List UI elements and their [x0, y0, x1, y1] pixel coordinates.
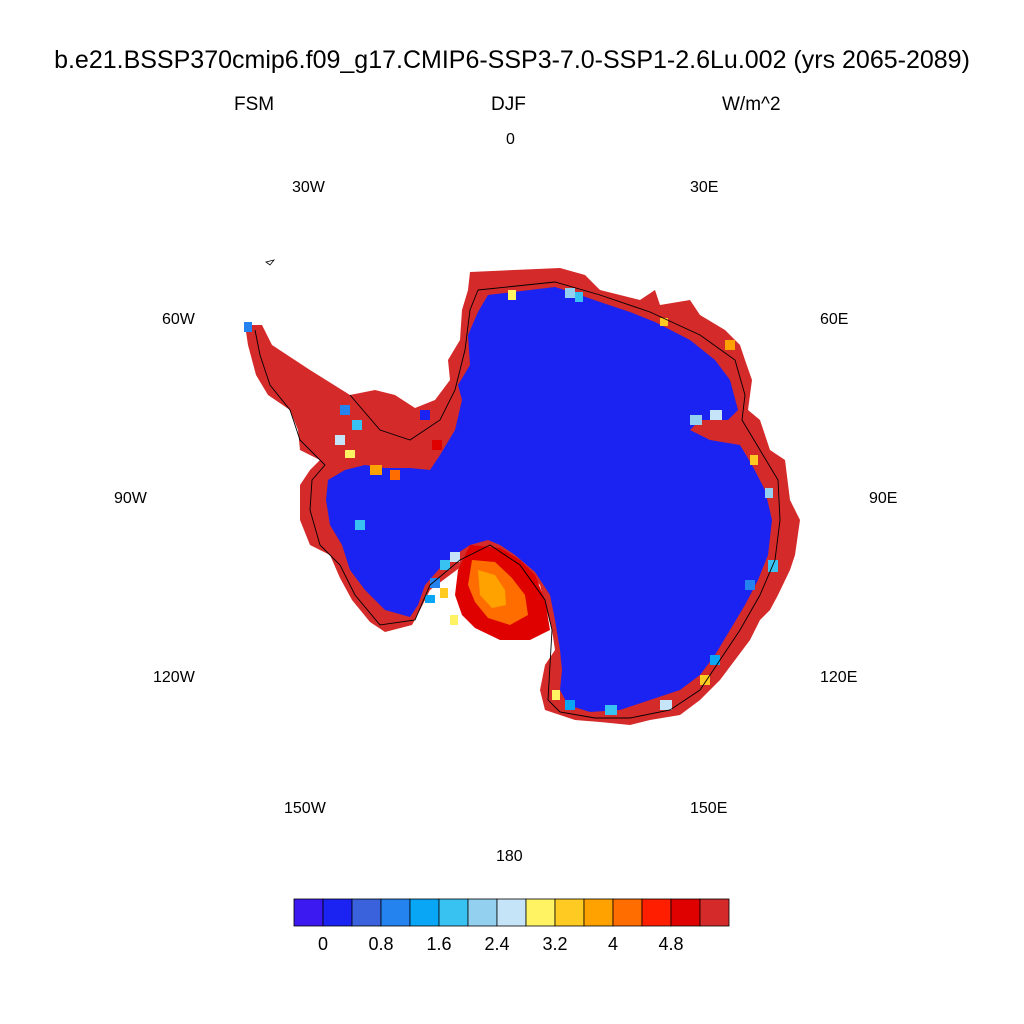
- lon-label-30e: 30E: [690, 179, 719, 196]
- colorbar-tick-label: 1.6: [426, 934, 452, 954]
- lon-label-30w: 30W: [292, 179, 325, 196]
- edge-cell: [710, 655, 720, 665]
- colorbar-swatch: [438, 898, 469, 927]
- colorbar-swatch: [380, 898, 411, 927]
- lon-label-120e: 120E: [820, 669, 858, 686]
- edge-cell: [355, 520, 365, 530]
- colorbar-swatch: [641, 898, 672, 927]
- colorbar-swatch: [554, 898, 585, 927]
- ross-cell: [425, 595, 435, 603]
- peninsula-cell: [335, 435, 345, 445]
- peninsula-cell: [420, 410, 430, 420]
- colorbar: [293, 898, 730, 927]
- interior-shape: [326, 287, 772, 712]
- peninsula-cell: [432, 440, 442, 450]
- interior-ice: [326, 287, 772, 712]
- ross-ice-shelf: [425, 545, 550, 640]
- colorbar-swatch: [670, 898, 701, 927]
- peninsula-cell: [352, 420, 362, 430]
- edge-cell: [660, 700, 672, 710]
- edge-cell: [508, 290, 516, 300]
- edge-cell: [768, 560, 778, 572]
- edge-cell: [710, 410, 722, 420]
- ross-cell: [450, 552, 460, 562]
- colorbar-swatch: [583, 898, 614, 927]
- lon-label-60w: 60W: [162, 311, 195, 328]
- peninsula-cell: [340, 405, 350, 415]
- peninsula-cell: [370, 465, 382, 475]
- lon-label-150e: 150E: [690, 800, 728, 817]
- colorbar-swatch: [525, 898, 556, 927]
- edge-cell: [765, 488, 773, 498]
- edge-cell: [690, 415, 702, 425]
- colorbar-swatch: [409, 898, 440, 927]
- edge-cell: [575, 292, 583, 302]
- edge-cell: [565, 700, 575, 710]
- peninsula-detail: [244, 322, 442, 480]
- ross-cell: [440, 588, 448, 598]
- lon-label-120w: 120W: [153, 669, 195, 686]
- edge-cell: [552, 690, 560, 700]
- colorbar-swatch: [496, 898, 527, 927]
- ross-amber-region: [478, 570, 506, 608]
- edge-cell: [660, 318, 668, 326]
- lon-label-60e: 60E: [820, 311, 849, 328]
- edge-cell: [605, 705, 617, 715]
- colorbar-tick-label: 4: [607, 934, 619, 954]
- ross-cell: [430, 578, 440, 588]
- island-outline: [265, 259, 276, 266]
- variable-label: FSM: [234, 94, 275, 115]
- colorbar-swatch: [467, 898, 498, 927]
- colorbar-tick-label: 2.4: [484, 934, 510, 954]
- coastline: [254, 281, 781, 719]
- lon-label-0: 0: [506, 131, 515, 148]
- colorbar-swatch: [699, 898, 730, 927]
- lon-label-90e: 90E: [869, 490, 898, 507]
- peninsula-cell: [390, 470, 400, 480]
- colorbar-tick-label: 0.8: [368, 934, 394, 954]
- edge-cell: [700, 675, 710, 685]
- peninsula-tip-cell: [244, 322, 252, 332]
- lon-label-180: 180: [496, 848, 523, 865]
- edge-cell: [745, 580, 755, 590]
- lon-label-90w: 90W: [114, 490, 147, 507]
- colorbar-swatch: [293, 898, 324, 927]
- season-label: DJF: [491, 94, 526, 115]
- edge-cell: [750, 455, 758, 465]
- coastal-edge-cells: [355, 288, 778, 715]
- colorbar-swatch: [322, 898, 353, 927]
- colorbar-swatch: [612, 898, 643, 927]
- units-label: W/m^2: [722, 94, 781, 115]
- peninsula-cell: [345, 450, 355, 458]
- colorbar-tick-label: 3.2: [542, 934, 568, 954]
- lon-label-150w: 150W: [284, 800, 326, 817]
- edge-cell: [565, 288, 575, 298]
- colorbar-swatch: [351, 898, 382, 927]
- colorbar-tick-label: 4.8: [658, 934, 684, 954]
- edge-cell: [725, 340, 735, 350]
- edge-cell: [450, 615, 458, 625]
- ross-cell: [440, 560, 450, 570]
- colorbar-tick-label: 0: [317, 934, 329, 954]
- page-title: b.e21.BSSP370cmip6.f09_g17.CMIP6-SSP3-7.…: [54, 46, 970, 74]
